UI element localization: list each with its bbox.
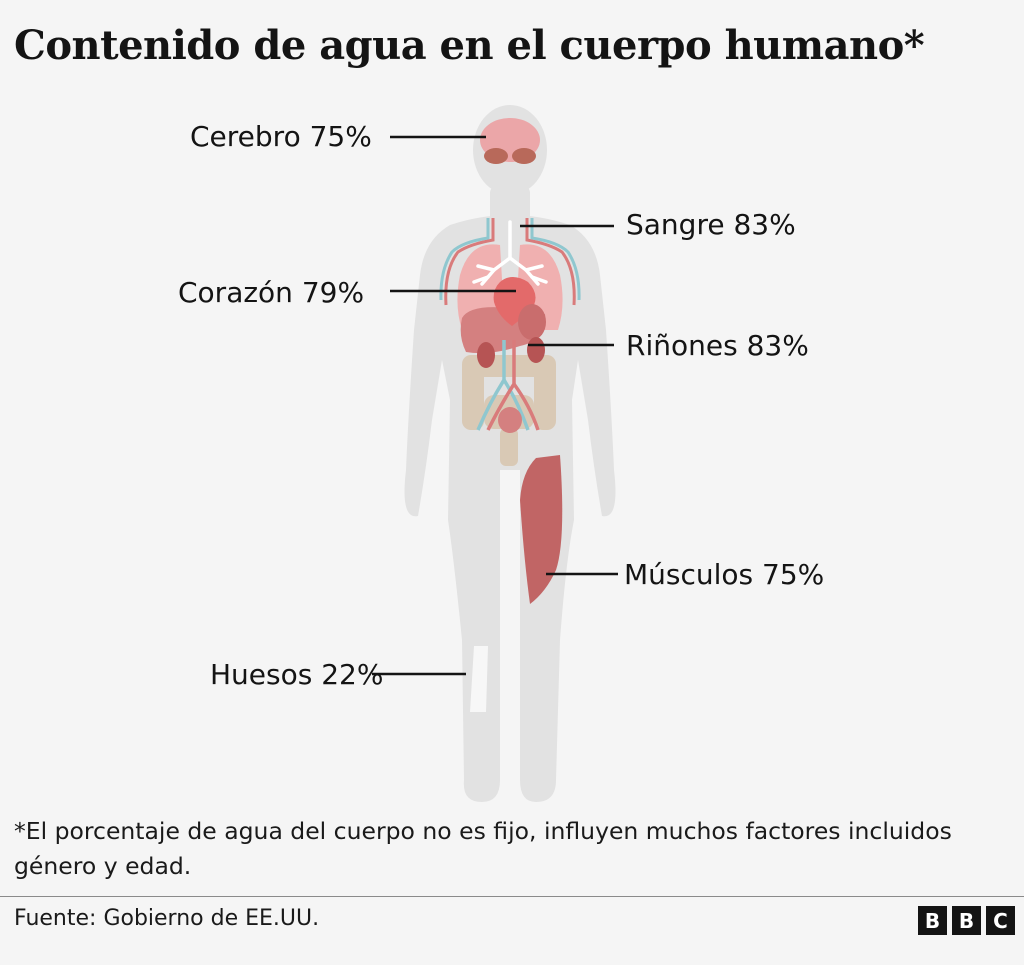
brain-label: Cerebro 75% (190, 120, 372, 153)
shin-bone (470, 646, 488, 712)
kidneys-organ (477, 337, 545, 368)
stomach-organ (518, 304, 546, 340)
source-credit: Fuente: Gobierno de EE.UU. (14, 906, 320, 931)
heart-label: Corazón 79% (178, 276, 365, 309)
blood-vessels (439, 218, 581, 306)
bladder-organ (498, 407, 522, 433)
thigh-muscle (520, 455, 563, 604)
logo-letter-b2: B (952, 906, 981, 935)
leader-lines (372, 135, 618, 676)
kidneys-label: Riñones 83% (626, 329, 809, 362)
bbc-logo: B B C (918, 906, 1015, 935)
bronchi (472, 220, 548, 286)
footnote: *El porcentaje de agua del cuerpo no es … (14, 817, 952, 880)
logo-letter-c: C (986, 906, 1015, 935)
page-title: Contenido de agua en el cuerpo humano* (14, 22, 925, 69)
muscles-label: Músculos 75% (624, 558, 825, 591)
logo-letter-b1: B (918, 906, 947, 935)
divider (0, 896, 1024, 897)
brain-organ (480, 118, 540, 164)
blood-label: Sangre 83% (626, 208, 796, 241)
abdominal-vessels (476, 340, 540, 431)
bones-label: Huesos 22% (210, 658, 384, 691)
